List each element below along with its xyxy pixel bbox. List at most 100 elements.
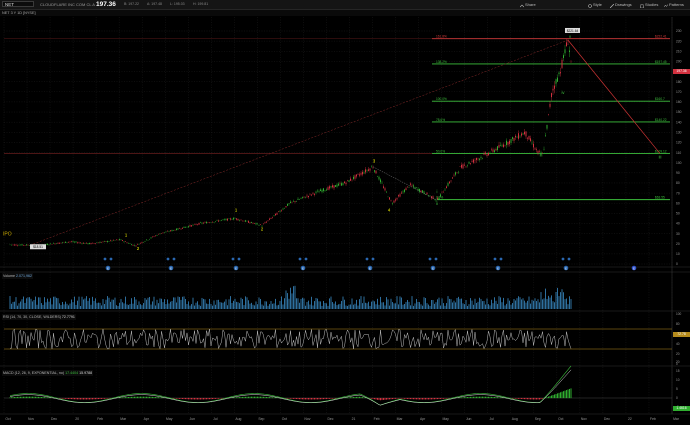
wave-label: iv [561, 90, 565, 95]
patterns-button[interactable]: Patterns [663, 1, 684, 8]
volume-bar [390, 298, 392, 309]
time-axis-tick: Oct [282, 417, 287, 421]
candle-body [404, 189, 405, 192]
volume-bar [434, 303, 435, 309]
candle-body [383, 186, 384, 188]
candle-body [365, 169, 366, 173]
volume-bar [525, 302, 527, 309]
macd-histogram-bar [396, 398, 398, 399]
volume-bar [173, 297, 174, 309]
candle-body [525, 131, 527, 137]
macd-histogram-bar [305, 398, 306, 400]
price-axis-tick: 80 [676, 181, 680, 185]
candle-body [437, 198, 438, 199]
candle-body [201, 222, 203, 224]
earnings-icon [563, 265, 569, 271]
macd-histogram-bar [563, 391, 564, 399]
volume-bar [227, 305, 228, 309]
macd-histogram-bar [380, 398, 381, 401]
macd-histogram-bar [528, 398, 530, 400]
volume-bar [90, 304, 92, 309]
macd-histogram-bar [146, 396, 147, 399]
volume-bar [321, 305, 323, 309]
candle-body [206, 222, 207, 224]
macd-histogram-bar [29, 396, 30, 399]
studies-button[interactable]: Studies [639, 1, 658, 9]
candle-body [528, 135, 530, 140]
volume-bar [188, 301, 189, 309]
macd-axis-tick: 10 [676, 378, 680, 382]
volume-bar [140, 304, 141, 309]
macd-histogram-bar [257, 396, 258, 399]
macd-histogram-bar [198, 398, 200, 400]
macd-histogram-bar [183, 398, 185, 400]
candle-body [357, 173, 359, 175]
candle-body [306, 195, 308, 197]
price-axis-tick: 150 [676, 110, 682, 114]
symbol-input[interactable]: NET [2, 1, 34, 7]
volume-bar [62, 301, 63, 309]
candle-body [555, 79, 557, 84]
drawings-button[interactable]: Drawings [609, 1, 632, 9]
volume-bar [305, 305, 306, 309]
macd-histogram-bar [437, 398, 438, 400]
macd-histogram-bar [471, 396, 473, 399]
candle-body [536, 149, 537, 150]
macd-histogram-bar [426, 398, 428, 400]
volume-bar [72, 302, 74, 309]
earnings-label: E [170, 267, 172, 271]
candle-body [464, 164, 465, 166]
volume-bar [158, 303, 159, 309]
candle-body [86, 242, 87, 244]
fib-value-label: $222.41 [655, 34, 667, 38]
volume-bar [395, 303, 396, 309]
dividend-dot [434, 257, 438, 261]
macd-histogram-bar [425, 398, 426, 400]
volume-bar [212, 305, 213, 309]
macd-histogram-bar [177, 398, 179, 399]
macd-histogram-bar [413, 398, 414, 400]
macd-histogram-bar [89, 398, 90, 400]
candle-body [264, 222, 266, 224]
macd-histogram-bar [420, 398, 422, 400]
volume-bar [435, 302, 437, 309]
style-button[interactable]: Style [588, 1, 602, 8]
macd-histogram-bar [273, 397, 275, 399]
macd-histogram-bar [485, 396, 486, 399]
volume-bar [452, 302, 453, 309]
macd-histogram-bar [503, 397, 504, 399]
rsi-axis-tick: 80 [676, 322, 680, 326]
candle-body [417, 188, 419, 191]
macd-histogram-bar [519, 398, 521, 399]
macd-histogram-bar [36, 396, 38, 399]
candle-body [255, 223, 257, 225]
candle-body [380, 179, 381, 183]
volume-bar [198, 304, 200, 309]
volume-bar [27, 297, 29, 309]
macd-histogram-bar [411, 398, 413, 400]
share-icon [519, 3, 525, 8]
time-axis-tick: Jun [190, 417, 196, 421]
volume-bar [167, 299, 168, 309]
volume-bar [225, 299, 227, 309]
time-axis-tick: Apr [144, 417, 150, 421]
share-button[interactable]: Share [519, 1, 536, 8]
candle-body [237, 218, 239, 221]
volume-bar [524, 300, 525, 309]
volume-bar [203, 298, 204, 309]
dividend-dot [231, 257, 235, 261]
macd-histogram-bar [11, 397, 12, 399]
macd-histogram-bar [128, 396, 129, 399]
candle-body [401, 192, 402, 194]
macd-histogram-bar [353, 397, 354, 399]
fib-value-label: $63.55 [655, 195, 665, 199]
macd-axis-tick: 0 [676, 396, 678, 400]
candle-body [369, 168, 371, 171]
volume-bar [131, 298, 132, 309]
volume-bar [539, 302, 540, 309]
volume-bar [26, 298, 27, 309]
macd-histogram-bar [150, 396, 152, 399]
macd-histogram-bar [446, 398, 447, 399]
macd-histogram-bar [303, 398, 305, 400]
